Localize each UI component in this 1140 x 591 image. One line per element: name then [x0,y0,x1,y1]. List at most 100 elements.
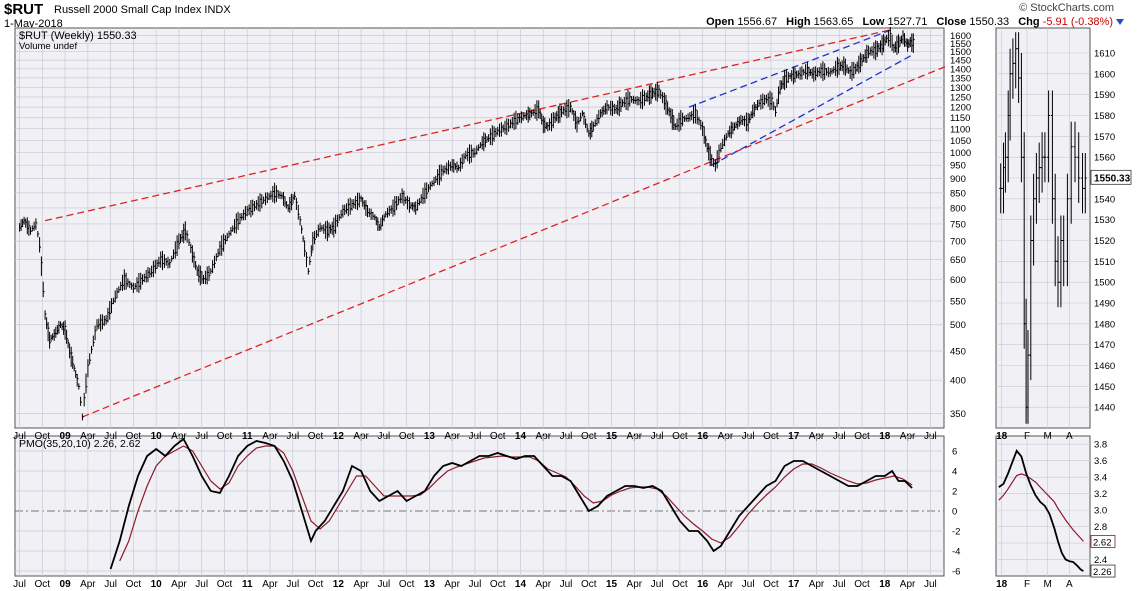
high-value: 1563.65 [813,16,854,28]
open-label: Open [706,16,735,28]
price-y-label: 950 [950,161,966,172]
pmo-x-label: Jul [469,579,482,590]
pmo-x-label: Jul [104,579,117,590]
daily-price-y-label: 1570 [1094,132,1115,143]
price-y-label: 1500 [950,47,971,58]
price-panel [14,27,945,429]
signal-badge [1090,535,1116,548]
daily-price-y-label: 1440 [1094,403,1115,414]
pmo-x-label: Apr [809,579,825,590]
price-y-label: 650 [950,255,966,266]
ohlc-readout: Open 1556.67 High 1563.65 Low 1527.71 Cl… [706,16,1124,28]
price-y-label: 1400 [950,64,971,75]
price-y-label: 1600 [950,31,971,42]
pmo-line [109,437,913,570]
exchange-label: INDX [204,4,231,16]
price-y-label: 1300 [950,83,971,94]
blue-trendline [688,28,893,108]
dropdown-triangle-icon[interactable] [1116,19,1124,26]
price-bars [19,27,915,421]
pmo-x-label: Oct [399,579,415,590]
daily-pmo-panel [995,435,1091,577]
daily-pmo-x-label: 18 [996,579,1008,590]
close-label: Close [936,16,967,28]
price-y-label: 550 [950,297,966,308]
price-legend-title: $RUT (Weekly) 1550.33 [19,30,137,42]
price-y-label: 1000 [950,148,971,159]
daily-price-y-label: 1610 [1094,49,1115,60]
daily-price-y-label: 1450 [1094,382,1115,393]
red-trendline [82,64,949,418]
pmo-x-label: 18 [879,579,891,590]
pmo-x-label: Oct [672,579,688,590]
daily-pmo-y-label: 2.4 [1094,555,1107,566]
price-y-label: 1250 [950,93,971,104]
signal-badge-text: 2.62 [1093,537,1112,548]
daily-price-y-label: 1490 [1094,299,1115,310]
daily-price-bars [999,32,1087,424]
price-y-label: 700 [950,237,966,248]
pmo-x-label: Jul [833,579,846,590]
pmo-x-label: 13 [424,579,436,590]
pmo-badge-text: 2.26 [1093,567,1112,578]
low-value: 1527.71 [887,16,928,28]
daily-price-y-label: 1470 [1094,340,1115,351]
daily-price-y-label: 1510 [1094,257,1115,268]
pmo-y-label: 4 [952,467,957,478]
pmo-y-label: 0 [952,507,957,518]
daily-price-y-label: 1590 [1094,90,1115,101]
pmo-x-label: Apr [900,579,916,590]
pmo-x-label: Apr [718,579,734,590]
blue-trendline [711,54,913,166]
daily-pmo-y-label: 2.8 [1094,522,1107,533]
pmo-x-label: Oct [217,579,233,590]
price-y-label: 1200 [950,103,971,114]
chg-label: Chg [1018,16,1040,28]
stockcharts-watermark: © StockCharts.com [1019,2,1114,14]
pmo-x-label: 11 [242,579,253,590]
price-y-label: 600 [950,275,966,286]
price-y-label: 450 [950,346,966,357]
pmo-y-label: 2 [952,487,957,498]
pmo-x-label: Jul [742,579,755,590]
daily-price-y-label: 1580 [1094,111,1115,122]
symbol-title: $RUT [4,1,44,18]
daily-price-y-label: 1520 [1094,236,1115,247]
last-price-badge-text: 1550.33 [1094,173,1131,184]
pmo-x-label: 16 [697,579,709,590]
pmo-x-label: 10 [151,579,163,590]
daily-pmo-y-label: 3.2 [1094,489,1107,500]
price-y-label: 400 [950,376,966,387]
daily-pmo-y-label: 3.8 [1094,440,1107,451]
daily-pmo-y-label: 3.6 [1094,456,1107,467]
volume-legend: Volume undef [19,41,77,52]
pmo-x-label: Jul [195,579,208,590]
last-price-badge [1090,169,1132,185]
pmo-x-label: Jul [924,579,937,590]
price-y-label: 1150 [950,113,970,124]
daily-pmo-x-label: F [1024,579,1030,590]
price-y-label: 1100 [950,124,970,135]
pmo-badge [1090,564,1116,578]
pmo-x-label: Jul [13,579,26,590]
price-y-label: 350 [950,409,966,420]
daily-price-y-label: 1560 [1094,153,1115,164]
daily-pmo-y-label: 3.4 [1094,473,1107,484]
daily-price-y-label: 1530 [1094,215,1115,226]
pmo-legend: PMO(35,20,10) 2.26, 2.62 [19,438,141,450]
close-value: 1550.33 [969,16,1010,28]
daily-price-y-label: 1460 [1094,361,1115,372]
pmo-x-label: Apr [627,579,643,590]
pmo-x-label: Oct [308,579,324,590]
chart-date: 1-May-2018 [4,18,63,30]
price-y-label: 1050 [950,136,971,147]
chg-value: -5.91 (-0.38%) [1042,16,1113,28]
pmo-y-label: -2 [952,527,960,538]
daily-price-y-label: 1600 [1094,69,1115,80]
daily-price-y-label: 1480 [1094,319,1115,330]
pmo-y-label: 6 [952,447,957,458]
pmo-x-label: Apr [262,579,278,590]
pmo-x-label: 09 [60,579,72,590]
pmo-x-label: Apr [171,579,187,590]
